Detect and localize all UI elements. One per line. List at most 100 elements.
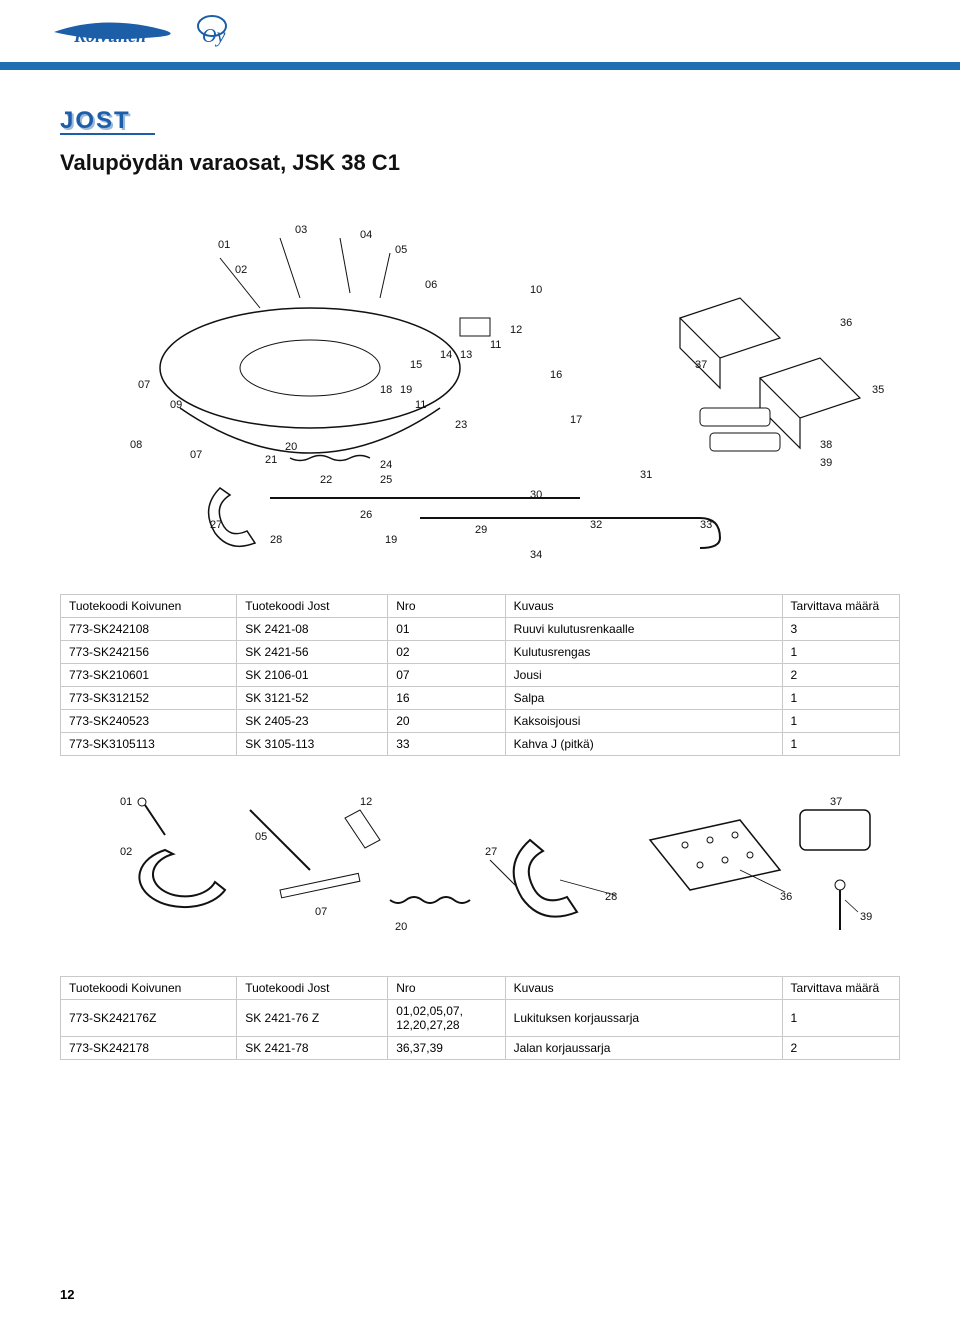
- svg-text:12: 12: [510, 324, 522, 336]
- col-header: Tuotekoodi Jost: [237, 595, 388, 618]
- svg-text:28: 28: [270, 534, 282, 546]
- table-cell: 1: [782, 710, 899, 733]
- svg-text:30: 30: [530, 489, 542, 501]
- table-cell: 01,02,05,07, 12,20,27,28: [388, 1000, 505, 1037]
- svg-text:37: 37: [830, 796, 842, 808]
- table-cell: Lukituksen korjaussarja: [505, 1000, 782, 1037]
- svg-text:01: 01: [218, 239, 230, 251]
- col-header: Tarvittava määrä: [782, 977, 899, 1000]
- svg-text:33: 33: [700, 519, 712, 531]
- table-cell: Kulutusrengas: [505, 641, 782, 664]
- table-cell: Jousi: [505, 664, 782, 687]
- col-header: Kuvaus: [505, 977, 782, 1000]
- svg-text:05: 05: [255, 831, 267, 843]
- svg-text:15: 15: [410, 359, 422, 371]
- table-cell: 01: [388, 618, 505, 641]
- svg-text:32: 32: [590, 519, 602, 531]
- table-row: 773-SK3105113SK 3105-11333Kahva J (pitkä…: [61, 733, 900, 756]
- svg-text:36: 36: [780, 891, 792, 903]
- col-header: Tarvittava määrä: [782, 595, 899, 618]
- svg-text:22: 22: [320, 474, 332, 486]
- table-cell: 773-SK242176Z: [61, 1000, 237, 1037]
- col-header: Kuvaus: [505, 595, 782, 618]
- svg-text:25: 25: [380, 474, 392, 486]
- table-cell: SK 3121-52: [237, 687, 388, 710]
- table-cell: 773-SK240523: [61, 710, 237, 733]
- svg-text:12: 12: [360, 796, 372, 808]
- svg-text:11: 11: [415, 399, 426, 411]
- table-cell: 1: [782, 1000, 899, 1037]
- svg-text:31: 31: [640, 469, 652, 481]
- svg-text:21: 21: [265, 454, 277, 466]
- parts-table-2: Tuotekoodi Koivunen Tuotekoodi Jost Nro …: [60, 976, 900, 1060]
- svg-text:20: 20: [285, 441, 297, 453]
- exploded-diagram-kits: 01 02 05 07 12 20 27 28 36 37 39: [60, 780, 900, 960]
- svg-text:JOST: JOST: [60, 107, 131, 134]
- table-cell: Kahva J (pitkä): [505, 733, 782, 756]
- svg-text:07: 07: [190, 449, 202, 461]
- svg-text:03: 03: [295, 224, 307, 236]
- svg-text:20: 20: [395, 921, 407, 933]
- svg-text:10: 10: [530, 284, 542, 296]
- table-cell: SK 2421-56: [237, 641, 388, 664]
- svg-text:23: 23: [455, 419, 467, 431]
- table-cell: 1: [782, 687, 899, 710]
- svg-text:Koivunen: Koivunen: [73, 26, 146, 46]
- svg-text:02: 02: [235, 264, 247, 276]
- header: Koivunen Oy: [0, 0, 960, 62]
- svg-text:13: 13: [460, 349, 472, 361]
- svg-text:39: 39: [820, 457, 832, 469]
- col-header: Tuotekoodi Koivunen: [61, 595, 237, 618]
- col-header: Tuotekoodi Koivunen: [61, 977, 237, 1000]
- table-cell: 2: [782, 664, 899, 687]
- table-cell: Jalan korjaussarja: [505, 1037, 782, 1060]
- table-cell: 33: [388, 733, 505, 756]
- svg-text:11: 11: [490, 339, 501, 351]
- svg-text:35: 35: [872, 384, 884, 396]
- table-cell: 773-SK242108: [61, 618, 237, 641]
- svg-text:07: 07: [138, 379, 150, 391]
- table-cell: 773-SK242178: [61, 1037, 237, 1060]
- table-cell: Ruuvi kulutusrenkaalle: [505, 618, 782, 641]
- table-header-row: Tuotekoodi Koivunen Tuotekoodi Jost Nro …: [61, 595, 900, 618]
- table-cell: 773-SK242156: [61, 641, 237, 664]
- col-header: Tuotekoodi Jost: [237, 977, 388, 1000]
- table-cell: 2: [782, 1037, 899, 1060]
- svg-text:37: 37: [695, 359, 707, 371]
- svg-text:19: 19: [400, 384, 412, 396]
- svg-text:18: 18: [380, 384, 392, 396]
- svg-text:26: 26: [360, 509, 372, 521]
- page-number: 12: [60, 1287, 74, 1302]
- parts-table-1: Tuotekoodi Koivunen Tuotekoodi Jost Nro …: [60, 594, 900, 756]
- table-cell: Salpa: [505, 687, 782, 710]
- svg-text:14: 14: [440, 349, 452, 361]
- table-row: 773-SK242108SK 2421-0801Ruuvi kulutusren…: [61, 618, 900, 641]
- svg-text:29: 29: [475, 524, 487, 536]
- company-logo: Koivunen Oy: [44, 12, 244, 52]
- svg-text:19: 19: [385, 534, 397, 546]
- svg-text:04: 04: [360, 229, 372, 241]
- table-cell: 20: [388, 710, 505, 733]
- table-cell: SK 2405-23: [237, 710, 388, 733]
- svg-text:09: 09: [170, 399, 182, 411]
- table-cell: SK 2421-78: [237, 1037, 388, 1060]
- svg-text:05: 05: [395, 244, 407, 256]
- exploded-diagram-main: 01 02 03 04 05 06 07 08 09 10 11 12 13 1…: [60, 198, 900, 578]
- page-content: JOST JOST Valupöydän varaosat, JSK 38 C1: [0, 62, 960, 1060]
- table-row: 773-SK242156SK 2421-5602Kulutusrengas1: [61, 641, 900, 664]
- table-row: 773-SK242178SK 2421-7836,37,39Jalan korj…: [61, 1037, 900, 1060]
- table-cell: SK 2421-76 Z: [237, 1000, 388, 1037]
- table-cell: 02: [388, 641, 505, 664]
- table-header-row: Tuotekoodi Koivunen Tuotekoodi Jost Nro …: [61, 977, 900, 1000]
- col-header: Nro: [388, 977, 505, 1000]
- table-cell: 1: [782, 641, 899, 664]
- svg-text:36: 36: [840, 317, 852, 329]
- table-cell: SK 2106-01: [237, 664, 388, 687]
- header-stripe: [0, 62, 960, 70]
- svg-text:16: 16: [550, 369, 562, 381]
- table-cell: 773-SK210601: [61, 664, 237, 687]
- brand-logo: JOST JOST: [60, 102, 180, 142]
- table-cell: 07: [388, 664, 505, 687]
- table-row: 773-SK210601SK 2106-0107Jousi2: [61, 664, 900, 687]
- svg-text:27: 27: [210, 519, 222, 531]
